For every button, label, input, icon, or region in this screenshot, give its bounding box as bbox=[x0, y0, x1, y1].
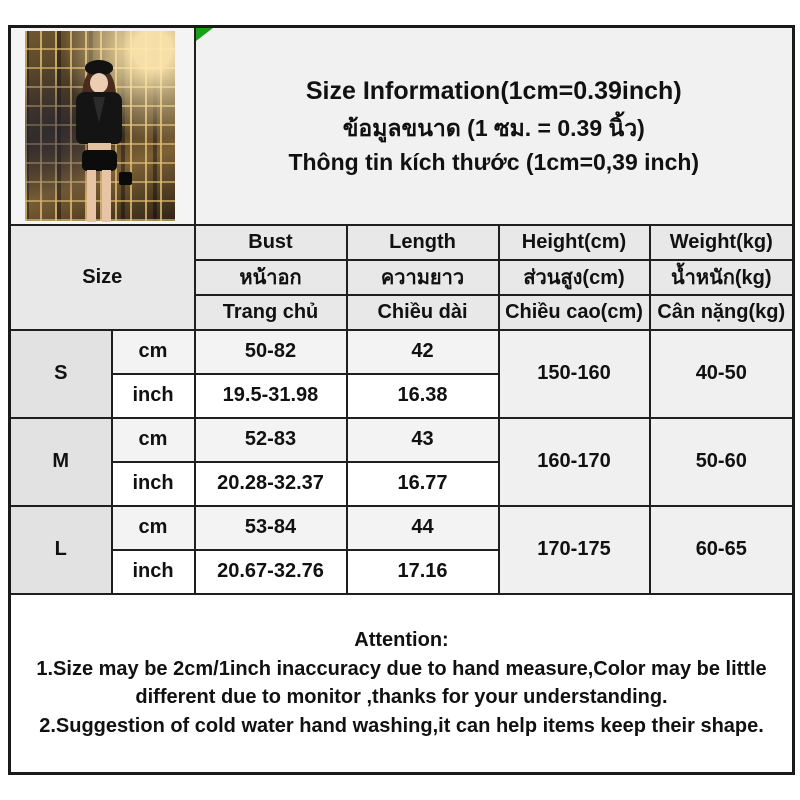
model-cap bbox=[85, 60, 113, 75]
col-bust-th: หน้าอก bbox=[193, 258, 348, 296]
size-s-length-cm: 42 bbox=[345, 328, 500, 375]
col-bust-vi: Trang chủ bbox=[193, 293, 348, 331]
size-s-length-inch: 16.38 bbox=[345, 372, 500, 419]
size-l-weight: 60-65 bbox=[648, 504, 795, 595]
model-midriff bbox=[88, 143, 111, 151]
size-l-length-inch: 17.16 bbox=[345, 548, 500, 595]
attention-note-1: 1.Size may be 2cm/1inch inaccuracy due t… bbox=[36, 657, 767, 709]
attention-cell: Attention: 1.Size may be 2cm/1inch inacc… bbox=[8, 592, 795, 775]
size-m-unit-inch: inch bbox=[110, 460, 196, 507]
col-bust-en: Bust bbox=[193, 223, 348, 261]
model-shorts bbox=[82, 150, 117, 171]
model-leg-left bbox=[87, 170, 96, 222]
size-s-height: 150-160 bbox=[497, 328, 651, 419]
size-header: Size bbox=[8, 223, 196, 331]
size-l-bust-inch: 20.67-32.76 bbox=[193, 548, 348, 595]
size-s-label: S bbox=[8, 328, 113, 419]
col-height-en: Height(cm) bbox=[497, 223, 651, 261]
col-length-vi: Chiều dài bbox=[345, 293, 500, 331]
size-l-bust-cm: 53-84 bbox=[193, 504, 348, 551]
cell-comment-marker-icon bbox=[196, 28, 213, 41]
size-l-unit-cm: cm bbox=[110, 504, 196, 551]
size-s-bust-cm: 50-82 bbox=[193, 328, 348, 375]
model-leg-right bbox=[102, 170, 111, 222]
attention-heading: Attention: bbox=[354, 629, 449, 652]
size-m-length-inch: 16.77 bbox=[345, 460, 500, 507]
size-chart-table: Size Information(1cm=0.39inch) ข้อมูลขนา… bbox=[8, 25, 796, 775]
product-photo-cell bbox=[8, 25, 196, 226]
col-weight-vi: Cân nặng(kg) bbox=[648, 293, 795, 331]
col-height-vi: Chiều cao(cm) bbox=[497, 293, 651, 331]
title-thai: ข้อมูลขนาด (1 ซม. = 0.39 นิ้ว) bbox=[342, 114, 645, 141]
size-m-label: M bbox=[8, 416, 113, 507]
size-s-unit-cm: cm bbox=[110, 328, 196, 375]
product-photo bbox=[25, 31, 175, 222]
col-weight-th: น้ำหนัก(kg) bbox=[648, 258, 795, 296]
attention-note-2: 2.Suggestion of cold water hand washing,… bbox=[39, 714, 764, 737]
col-length-th: ความยาว bbox=[345, 258, 500, 296]
size-l-length-cm: 44 bbox=[345, 504, 500, 551]
title-english: Size Information(1cm=0.39inch) bbox=[305, 76, 682, 105]
size-l-height: 170-175 bbox=[497, 504, 651, 595]
col-weight-en: Weight(kg) bbox=[648, 223, 795, 261]
model-face bbox=[90, 73, 108, 93]
size-s-bust-inch: 19.5-31.98 bbox=[193, 372, 348, 419]
title-vietnamese: Thông tin kích thước (1cm=0,39 inch) bbox=[288, 149, 700, 176]
model-handbag bbox=[119, 172, 132, 185]
size-m-length-cm: 43 bbox=[345, 416, 500, 463]
size-l-unit-inch: inch bbox=[110, 548, 196, 595]
col-length-en: Length bbox=[345, 223, 500, 261]
size-m-bust-cm: 52-83 bbox=[193, 416, 348, 463]
size-s-weight: 40-50 bbox=[648, 328, 795, 419]
title-cell: Size Information(1cm=0.39inch) ข้อมูลขนา… bbox=[193, 25, 795, 226]
col-height-th: ส่วนสูง(cm) bbox=[497, 258, 651, 296]
size-m-bust-inch: 20.28-32.37 bbox=[193, 460, 348, 507]
size-m-height: 160-170 bbox=[497, 416, 651, 507]
size-l-label: L bbox=[8, 504, 113, 595]
size-m-weight: 50-60 bbox=[648, 416, 795, 507]
size-s-unit-inch: inch bbox=[110, 372, 196, 419]
size-m-unit-cm: cm bbox=[110, 416, 196, 463]
